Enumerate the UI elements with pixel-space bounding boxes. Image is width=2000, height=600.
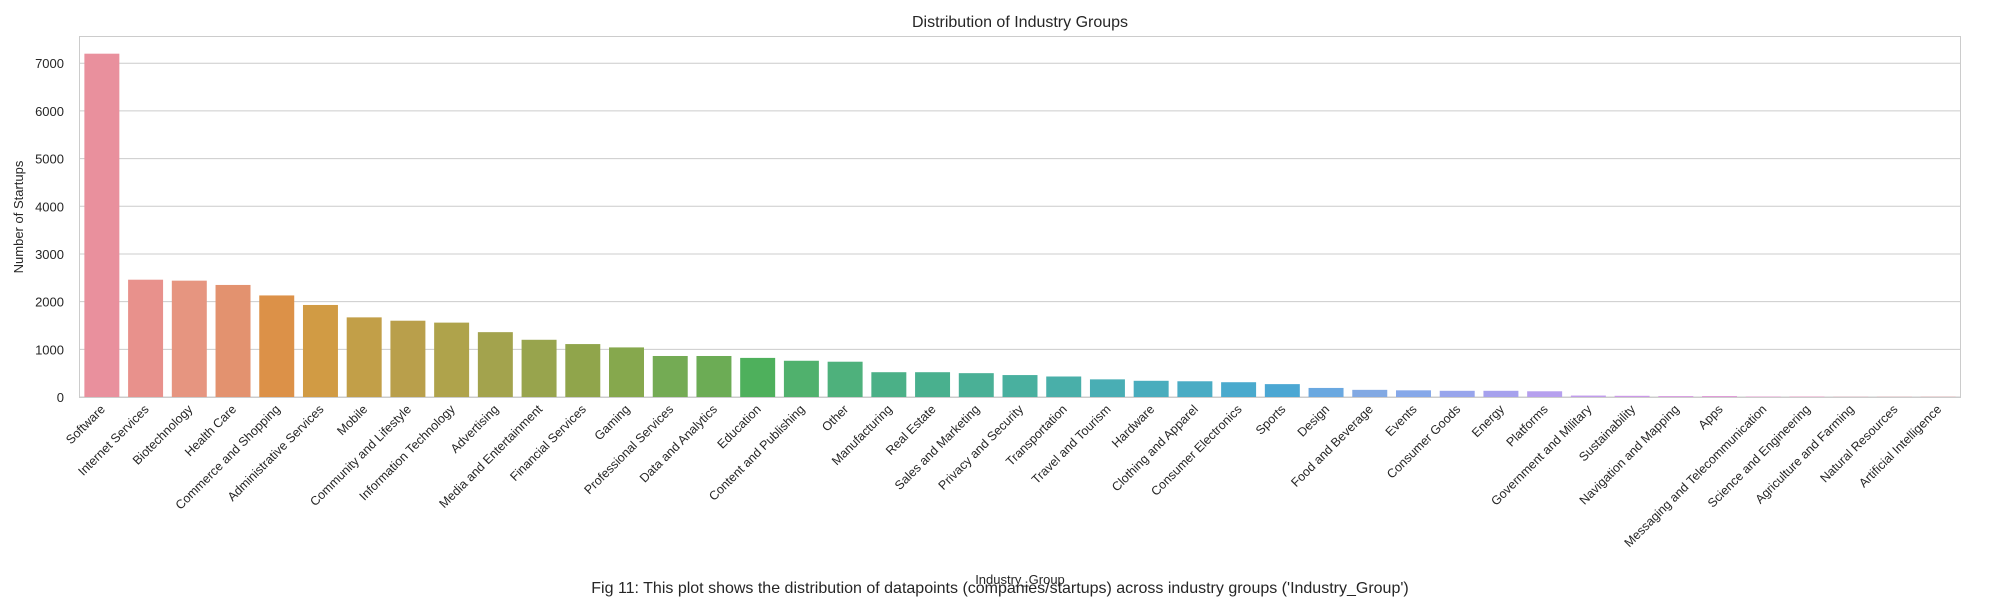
- bar: [915, 372, 951, 397]
- x-tick-label: Consumer Goods: [1384, 402, 1463, 481]
- bar: [521, 339, 557, 397]
- x-tick-label: Design: [1295, 402, 1332, 439]
- bar: [1133, 380, 1169, 397]
- bar: [1177, 381, 1213, 397]
- bar: [696, 355, 732, 397]
- figure-caption: Fig 11: This plot shows the distribution…: [591, 580, 1409, 597]
- bar: [1352, 389, 1388, 397]
- x-tick-label: Clothing and Apparel: [1109, 402, 1201, 494]
- bar: [827, 361, 863, 397]
- y-tick-label: 1000: [35, 342, 64, 357]
- bar: [390, 320, 426, 397]
- bar: [128, 279, 164, 397]
- bar: [783, 360, 819, 397]
- bar: [171, 280, 207, 397]
- bar: [740, 357, 776, 397]
- bar: [1089, 379, 1125, 397]
- x-tick-label: Apps: [1696, 402, 1726, 432]
- x-tick-label: Sales and Marketing: [892, 402, 983, 493]
- bar: [609, 347, 644, 397]
- x-tick-label: Sports: [1253, 402, 1288, 437]
- plot-frame: [79, 36, 1961, 398]
- bars: [84, 53, 1956, 397]
- y-axis-label: Number of Startups: [11, 160, 26, 273]
- y-axis-ticks: 0 1000 2000 3000 4000 5000 6000 7000: [35, 56, 64, 405]
- bar: [1570, 395, 1606, 397]
- bar: [477, 332, 513, 397]
- x-tick-label: Food and Beverage: [1288, 402, 1376, 490]
- x-tick-label: Mobile: [334, 402, 370, 438]
- bar: [565, 344, 601, 397]
- bar: [1046, 376, 1082, 397]
- x-axis-label: Industry_Group: [975, 572, 1065, 587]
- x-tick-label: Software: [63, 402, 108, 447]
- x-tick-label: Natural Resources: [1817, 402, 1900, 485]
- x-tick-label: Consumer Electronics: [1148, 402, 1244, 498]
- bar: [1614, 395, 1650, 397]
- bar: [1527, 391, 1563, 397]
- bar: [434, 322, 470, 397]
- x-tick-label: Privacy and Security: [936, 402, 1027, 493]
- y-tick-label: 3000: [35, 247, 64, 262]
- x-tick-label: Energy: [1469, 402, 1507, 440]
- y-tick-label: 5000: [35, 152, 64, 167]
- bar: [652, 355, 688, 397]
- x-tick-label: Gaming: [592, 402, 633, 443]
- bar: [1658, 396, 1694, 397]
- bar: [1396, 390, 1431, 397]
- x-tick-label: Travel and Tourism: [1029, 402, 1114, 487]
- bar: [958, 373, 994, 397]
- bar: [1264, 384, 1300, 397]
- bar: [1483, 390, 1519, 397]
- bar: [1702, 396, 1738, 397]
- bar: [259, 295, 295, 397]
- bar: [302, 304, 338, 397]
- x-tick-label: Other: [819, 402, 851, 434]
- x-tick-label: Events: [1383, 402, 1420, 439]
- y-tick-label: 6000: [35, 104, 64, 119]
- bar: [215, 284, 251, 397]
- bar: [1221, 382, 1257, 397]
- y-tick-label: 0: [57, 390, 64, 405]
- bar: [84, 53, 120, 397]
- x-tick-label: Data and Analytics: [637, 402, 720, 485]
- x-tick-label: Financial Services: [507, 402, 589, 484]
- chart-title: Distribution of Industry Groups: [912, 14, 1128, 31]
- bar: [871, 372, 907, 397]
- bar: [1002, 375, 1038, 397]
- y-tick-label: 2000: [35, 295, 64, 310]
- bar: [1439, 390, 1475, 397]
- y-tick-label: 7000: [35, 56, 64, 71]
- bar: [346, 317, 382, 397]
- y-tick-label: 4000: [35, 199, 64, 214]
- bar: [1308, 387, 1344, 397]
- x-tick-label: Artificial Intelligence: [1856, 402, 1944, 490]
